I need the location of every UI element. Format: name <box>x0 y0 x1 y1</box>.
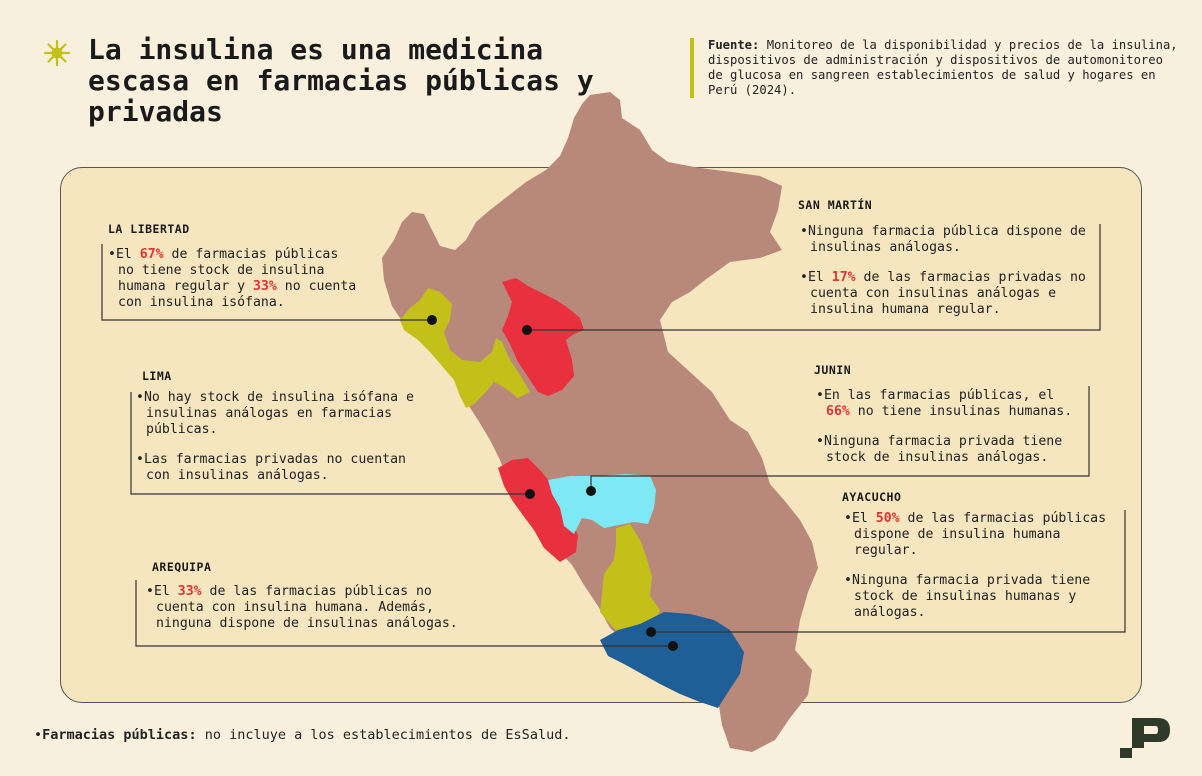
region-lima <box>498 458 578 562</box>
bullet: •Ninguna farmacia privada tiene stock de… <box>844 573 1091 620</box>
leader-ayacucho <box>651 510 1126 633</box>
region-text-arequipa: •El 33% de las farmacias públicas no cue… <box>146 584 476 646</box>
region-arequipa <box>600 612 744 708</box>
region-text-ayacucho: •El 50% de las farmacias públicas dispon… <box>844 511 1116 635</box>
source-note: Fuente: Monitoreo de la disponibilidad y… <box>690 38 1178 98</box>
region-text-la-libertad: •El 67% de farmacias públicas no tiene s… <box>108 247 358 325</box>
region-text-san-martin: •Ninguna farmacia pública dispone de ins… <box>800 224 1090 332</box>
region-title-arequipa: AREQUIPA <box>152 560 212 574</box>
leader-arequipa <box>135 580 673 647</box>
marker-arequipa <box>668 641 678 651</box>
region-san-martin <box>502 278 584 396</box>
bullet: •No hay stock de insulina isófana e insu… <box>136 390 414 437</box>
leader-san-martin <box>527 224 1101 331</box>
leader-lima <box>130 392 530 495</box>
bullet: •En las farmacias públicas, el 66% no ti… <box>816 388 1073 419</box>
marker-la-libertad <box>427 315 437 325</box>
source-label: Fuente: <box>708 38 760 52</box>
region-title-san-martin: SAN MARTÍN <box>798 198 873 212</box>
region-title-lima: LIMA <box>142 369 172 383</box>
marker-lima <box>525 489 535 499</box>
bullet: •El 17% de las farmacias privadas no cue… <box>800 270 1086 317</box>
bullet: •El 50% de las farmacias públicas dispon… <box>844 511 1107 558</box>
bullet: •Ninguna farmacia privada tiene stock de… <box>816 434 1063 465</box>
marker-junin <box>586 486 596 496</box>
brand-logo-icon <box>1120 718 1170 758</box>
marker-san-martin <box>522 325 532 335</box>
region-junin <box>548 474 656 534</box>
region-text-junin: •En las farmacias públicas, el 66% no ti… <box>816 388 1084 480</box>
sun-star-icon <box>44 40 70 66</box>
bullet: •Las farmacias privadas no cuentan con i… <box>136 452 406 483</box>
region-text-lima: •No hay stock de insulina isófana e insu… <box>136 390 416 498</box>
bullet: •El 67% de farmacias públicas no tiene s… <box>108 247 357 310</box>
region-title-ayacucho: AYACUCHO <box>842 490 902 504</box>
peru-country-shape <box>382 92 818 752</box>
leader-la-libertad <box>101 244 432 321</box>
marker-ayacucho <box>646 627 656 637</box>
bullet: •Ninguna farmacia pública dispone de ins… <box>800 224 1086 255</box>
region-ayacucho <box>600 524 660 636</box>
region-title-junin: JUNIN <box>814 363 852 377</box>
footnote: •Farmacias públicas: no incluye a los es… <box>34 727 571 743</box>
region-title-la-libertad: LA LIBERTAD <box>108 222 190 236</box>
page-title: La insulina es una medicina escasa en fa… <box>88 33 594 128</box>
source-text: Monitoreo de la disponibilidad y precios… <box>708 38 1178 97</box>
leader-junin <box>590 386 1090 491</box>
bullet: •El 33% de las farmacias públicas no cue… <box>146 584 458 631</box>
